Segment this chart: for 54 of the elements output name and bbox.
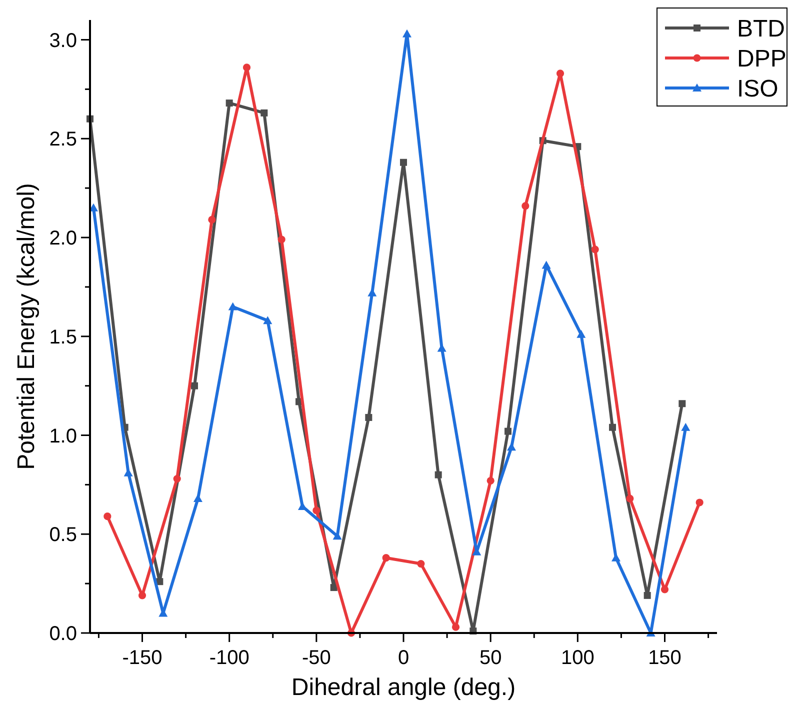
x-tick-label: 50 bbox=[479, 647, 502, 669]
x-tick-label: 150 bbox=[648, 647, 682, 669]
y-tick-label: 0.5 bbox=[49, 524, 77, 546]
point bbox=[542, 260, 551, 269]
point bbox=[382, 554, 390, 562]
point bbox=[417, 560, 425, 568]
y-tick-label: 2.0 bbox=[49, 228, 77, 250]
point bbox=[591, 246, 599, 254]
point bbox=[556, 70, 564, 78]
x-tick-label: -50 bbox=[302, 647, 331, 669]
point bbox=[696, 498, 704, 506]
y-axis-title: Potential Energy (kcal/mol) bbox=[13, 183, 40, 470]
point bbox=[644, 592, 651, 599]
legend-label: DPP bbox=[737, 45, 786, 72]
point bbox=[400, 158, 407, 166]
point bbox=[312, 506, 320, 514]
point bbox=[402, 29, 412, 38]
x-tick-label: 0 bbox=[398, 647, 410, 669]
point bbox=[452, 623, 460, 631]
legend-label: ISO bbox=[737, 75, 778, 102]
point bbox=[681, 422, 690, 431]
point bbox=[434, 471, 442, 478]
y-tick-label: 1.0 bbox=[49, 425, 77, 448]
point bbox=[506, 442, 516, 451]
x-tick-label: -150 bbox=[122, 647, 162, 669]
legend-label: BTD bbox=[737, 15, 785, 42]
x-axis-title: Dihedral angle (deg.) bbox=[291, 674, 516, 701]
point bbox=[193, 494, 202, 502]
point bbox=[522, 202, 530, 210]
point bbox=[609, 424, 616, 431]
point bbox=[278, 236, 286, 244]
point bbox=[260, 109, 268, 116]
point bbox=[504, 428, 512, 435]
point bbox=[226, 100, 233, 107]
point bbox=[263, 316, 272, 324]
x-tick-label: 100 bbox=[560, 647, 594, 669]
point bbox=[242, 64, 251, 72]
point bbox=[191, 382, 198, 390]
point bbox=[486, 476, 494, 485]
y-tick-label: 1.5 bbox=[49, 326, 77, 348]
point bbox=[678, 400, 686, 408]
point bbox=[104, 512, 112, 520]
point bbox=[660, 586, 669, 594]
x-tick-label: -100 bbox=[209, 647, 250, 669]
point bbox=[365, 414, 372, 421]
point bbox=[576, 330, 586, 338]
point bbox=[138, 592, 146, 600]
point bbox=[173, 474, 181, 483]
point bbox=[208, 216, 216, 224]
y-tick-label: 3.0 bbox=[49, 30, 77, 52]
y-tick-label: 2.5 bbox=[49, 128, 77, 151]
point bbox=[228, 302, 238, 310]
y-tick-label: 0.0 bbox=[49, 623, 77, 645]
point bbox=[626, 494, 634, 502]
